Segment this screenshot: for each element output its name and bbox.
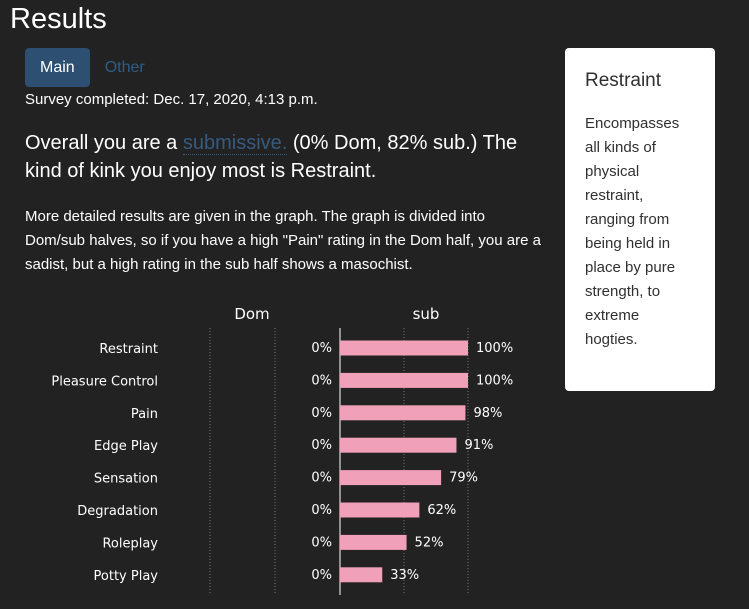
sub-bar <box>340 502 420 518</box>
results-tabs: Main Other <box>25 48 160 87</box>
category-label: Edge Play <box>94 439 158 454</box>
sub-value-label: 100% <box>476 373 513 388</box>
sub-value-label: 100% <box>476 341 513 356</box>
sub-value-label: 62% <box>427 503 456 518</box>
sub-value-label: 79% <box>449 471 478 486</box>
tab-other[interactable]: Other <box>104 59 145 76</box>
category-label: Degradation <box>77 504 158 519</box>
card-title: Restraint <box>585 70 662 91</box>
summary-suffix: (0% Dom, 82% sub.) The kind of kink you … <box>25 132 518 182</box>
category-label: Sensation <box>94 472 158 487</box>
dom-value-label: 0% <box>311 438 332 453</box>
dom-value-label: 0% <box>311 471 332 486</box>
category-label: Pain <box>131 407 158 422</box>
overall-summary: Overall you are a submissive. (0% Dom, 8… <box>25 129 545 185</box>
sub-value-label: 98% <box>473 406 502 421</box>
tab-main[interactable]: Main <box>25 48 90 87</box>
dom-value-label: 0% <box>311 406 332 421</box>
category-label: Potty Play <box>94 569 159 584</box>
category-label: Restraint <box>99 342 158 357</box>
dom-value-label: 0% <box>311 373 332 388</box>
sub-bar <box>340 405 466 421</box>
sub-value-label: 52% <box>415 535 444 550</box>
survey-completed-text: Survey completed: Dec. 17, 2020, 4:13 p.… <box>25 91 318 108</box>
submissive-link[interactable]: submissive. <box>182 132 288 155</box>
sub-bar <box>340 437 457 453</box>
sub-header: sub <box>413 305 440 323</box>
results-bar-chart: Dom sub Restraint 0% 100% Pleasure Control 0% 1… <box>51 305 513 595</box>
dom-value-label: 0% <box>311 568 332 583</box>
sub-bar <box>340 470 442 486</box>
category-label: Roleplay <box>102 536 158 551</box>
sub-bar <box>340 567 383 583</box>
sub-bar <box>340 340 468 356</box>
dom-value-label: 0% <box>311 535 332 550</box>
sub-value-label: 91% <box>464 438 493 453</box>
dom-value-label: 0% <box>311 503 332 518</box>
graph-explanation: More detailed results are given in the g… <box>25 208 541 273</box>
sub-value-label: 33% <box>390 568 419 583</box>
sub-bar <box>340 372 468 388</box>
kink-description-card: Restraint Encompasses all kinds of physi… <box>565 48 715 391</box>
dom-value-label: 0% <box>311 341 332 356</box>
sub-bar <box>340 534 407 550</box>
page-title: Results <box>10 3 107 35</box>
dom-header: Dom <box>234 305 269 323</box>
summary-prefix: Overall you are a <box>25 132 183 154</box>
card-text: Encompasses all kinds of physical restra… <box>585 115 680 348</box>
category-label: Pleasure Control <box>51 374 158 389</box>
